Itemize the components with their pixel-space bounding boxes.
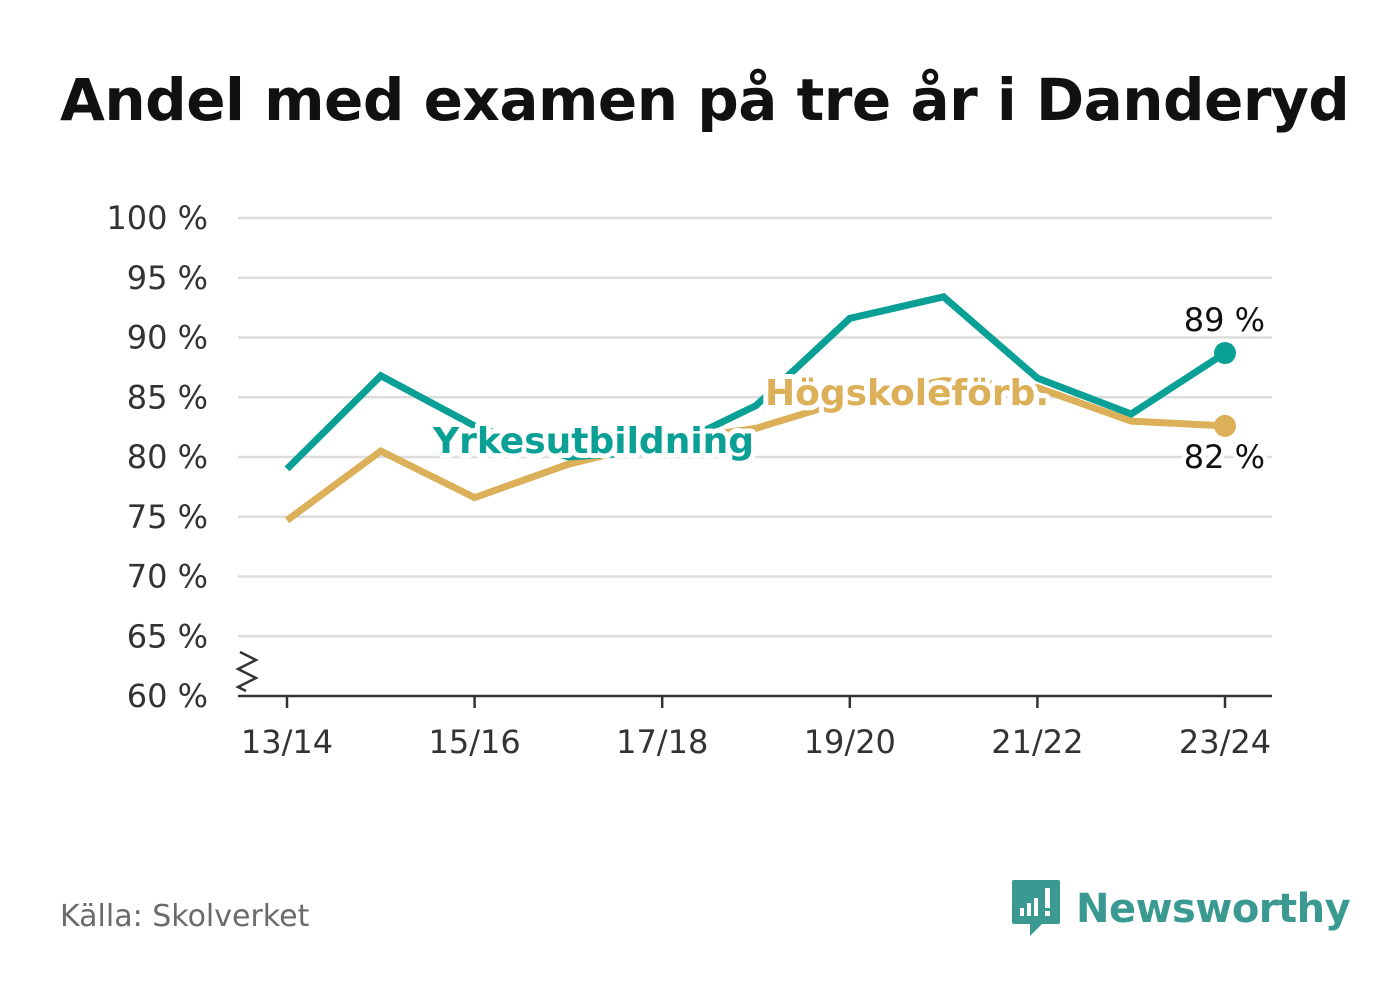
y-tick-label: 60 % [127, 677, 208, 715]
chart-title: Andel med examen på tre år i Danderyd [60, 66, 1350, 134]
newsworthy-logo-icon [1012, 880, 1060, 936]
series-line-hogskoleforb [284, 376, 1226, 524]
x-tick-label: 17/18 [616, 723, 708, 761]
series-lines [284, 293, 1236, 524]
series-end-point-yrkesutbildning [1214, 342, 1236, 365]
x-tick-label: 19/20 [804, 723, 896, 761]
series-label-hogskoleforb: Högskoleförb. [765, 373, 1049, 414]
x-tick-labels: 13/14 15/16 17/18 19/20 21/22 23/24 [241, 723, 1271, 761]
end-value-label-yrkesutbildning: 89 % [1184, 301, 1265, 339]
x-axis [235, 650, 1272, 708]
series-end-point-hogskoleforb [1214, 414, 1236, 437]
series-line-yrkesutbildning [284, 293, 1227, 472]
y-tick-label: 80 % [127, 438, 208, 476]
y-tick-label: 90 % [127, 319, 208, 357]
brand-logo[interactable]: Newsworthy [1010, 878, 1351, 940]
series-labels: Yrkesutbildning Högskoleförb. 89 % 82 % [427, 296, 1270, 481]
y-tick-label: 65 % [127, 617, 208, 655]
x-tick-label: 23/24 [1179, 723, 1271, 761]
x-tick-label: 13/14 [241, 723, 333, 761]
gridlines [238, 216, 1272, 638]
x-tick-label: 15/16 [428, 723, 520, 761]
y-tick-label: 85 % [127, 378, 208, 416]
y-tick-label: 95 % [127, 259, 208, 297]
y-tick-labels: 60 % 65 % 70 % 75 % 80 % 85 % 90 % 95 % 100 % [106, 199, 208, 715]
x-tick-label: 21/22 [991, 723, 1083, 761]
y-tick-label: 100 % [106, 199, 208, 237]
series-label-yrkesutbildning: Yrkesutbildning [432, 421, 754, 462]
y-tick-label: 75 % [127, 498, 208, 536]
end-value-label-hogskoleforb: 82 % [1184, 438, 1265, 476]
y-tick-label: 70 % [127, 558, 208, 596]
brand-name: Newsworthy [1076, 886, 1351, 932]
axis-break-marker [235, 650, 259, 693]
source-note: Källa: Skolverket [60, 899, 310, 934]
